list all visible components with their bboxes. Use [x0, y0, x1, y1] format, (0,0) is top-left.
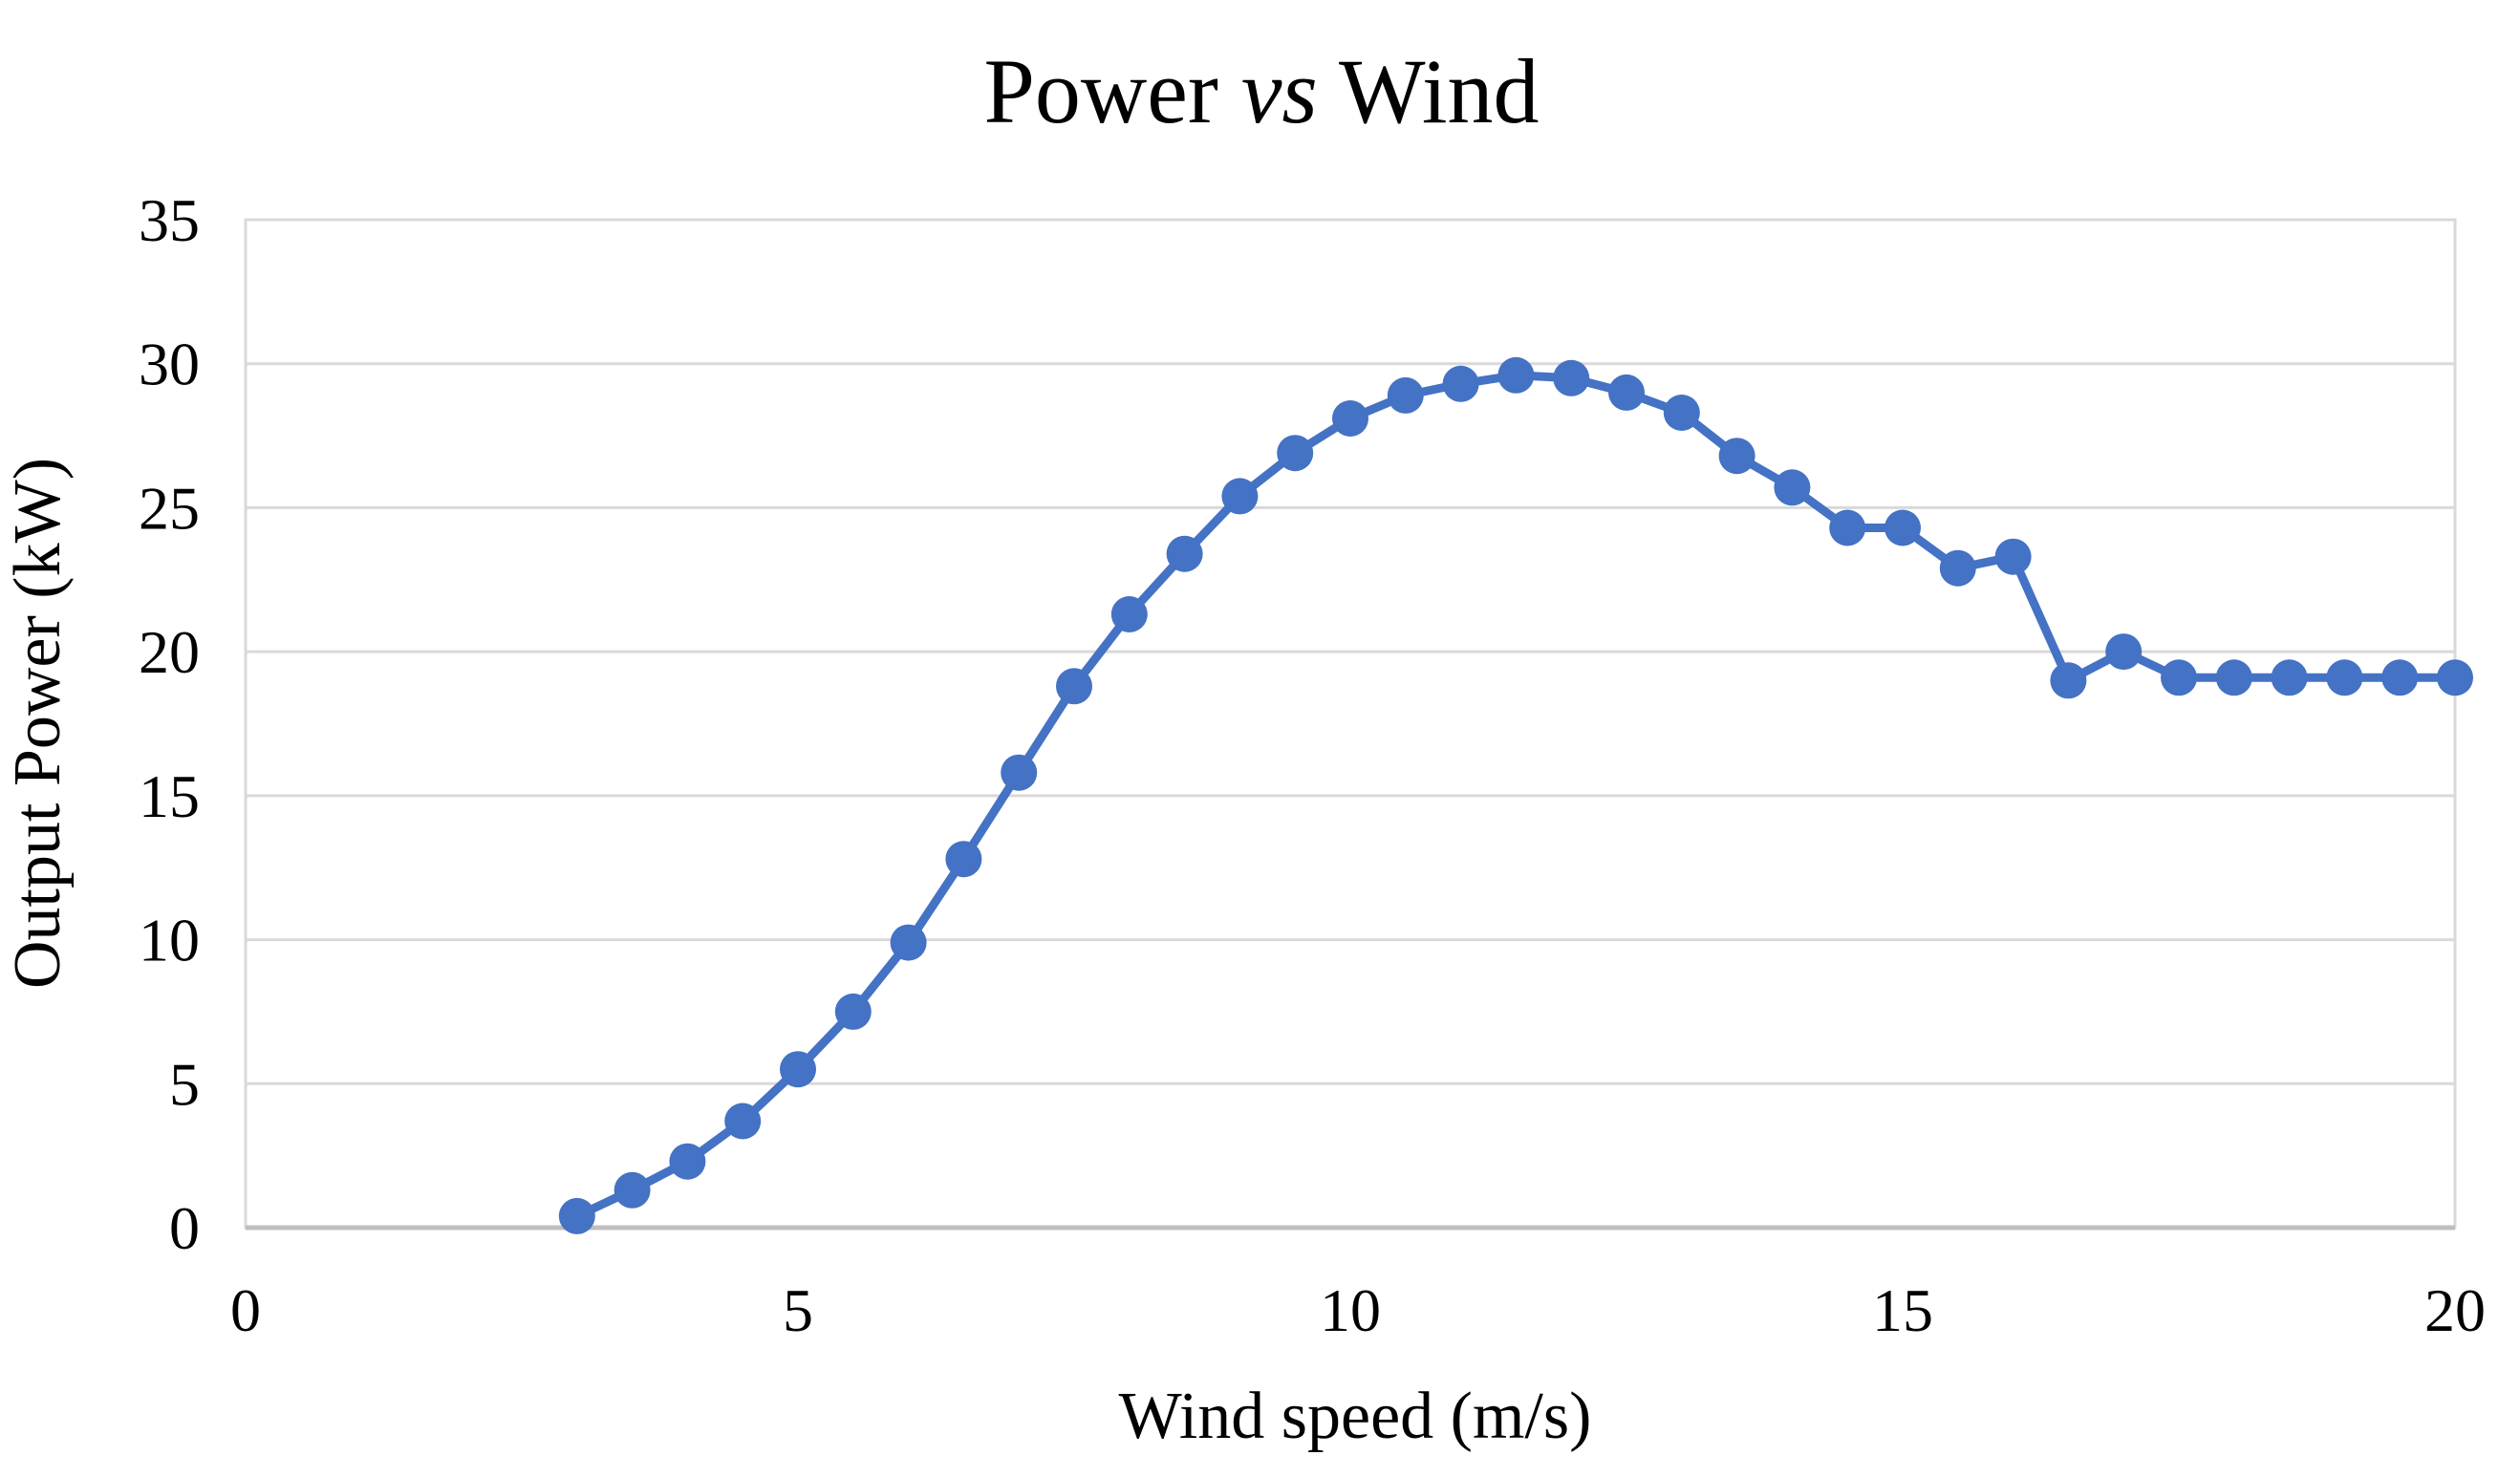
chart-title: Power vs Wind	[984, 40, 1540, 142]
y-tick-label-5: 5	[169, 1050, 200, 1118]
data-point-marker	[1663, 395, 1700, 431]
data-point-marker	[1829, 509, 1866, 546]
data-point-marker	[1718, 438, 1755, 475]
data-point-marker	[1277, 435, 1314, 472]
data-point-marker	[2271, 659, 2308, 696]
data-point-marker	[945, 841, 982, 878]
y-tick-label-0: 0	[169, 1194, 200, 1262]
data-point-marker	[1608, 374, 1645, 411]
x-axis-tick-labels: 0 5 10 15 20	[230, 1276, 2486, 1344]
data-point-marker	[669, 1143, 706, 1180]
data-point-marker	[1885, 509, 1921, 546]
y-tick-label-15: 15	[139, 762, 200, 830]
data-point-marker	[2381, 659, 2419, 696]
data-point-marker	[2161, 659, 2197, 696]
x-axis-title: Wind speed (m/s)	[1119, 1380, 1592, 1453]
data-point-marker	[2326, 659, 2363, 696]
y-axis-tick-labels: 0 5 10 15 20 25 30 35	[139, 186, 200, 1262]
data-point-marker	[1553, 359, 1590, 396]
data-point-marker	[1774, 469, 1811, 506]
data-point-marker	[834, 993, 872, 1030]
x-tick-label-15: 15	[1872, 1276, 1933, 1344]
y-tick-label-35: 35	[139, 186, 200, 254]
data-point-marker	[1994, 538, 2032, 575]
data-point-marker	[1110, 596, 1148, 632]
data-point-marker	[1939, 549, 1976, 587]
x-tick-label-10: 10	[1320, 1276, 1381, 1344]
data-point-marker	[1497, 356, 1535, 394]
power-series	[558, 356, 2473, 1234]
data-point-marker	[1387, 376, 1424, 414]
data-point-marker	[890, 924, 927, 961]
data-point-marker	[558, 1197, 595, 1234]
x-tick-label-20: 20	[2424, 1276, 2486, 1344]
data-point-marker	[1166, 535, 1203, 572]
chart-title-suffix: Wind	[1318, 40, 1540, 142]
x-tick-label-5: 5	[783, 1276, 813, 1344]
y-axis-title: Output Power (kW)	[1, 458, 75, 989]
data-point-marker	[724, 1102, 762, 1140]
y-tick-label-30: 30	[139, 331, 200, 398]
data-point-marker	[780, 1051, 816, 1088]
data-point-marker	[614, 1171, 651, 1209]
y-tick-label-25: 25	[139, 474, 200, 542]
chart-title-prefix: Power	[984, 40, 1241, 142]
data-point-marker	[2215, 659, 2252, 696]
chart-title-italic: vs	[1241, 40, 1318, 142]
plot-area-border	[244, 218, 2457, 1230]
y-tick-label-10: 10	[139, 907, 200, 974]
data-point-marker	[1001, 754, 1038, 791]
data-point-marker	[1221, 478, 1259, 515]
data-point-marker	[2437, 659, 2473, 696]
data-point-marker	[1056, 668, 1092, 705]
y-tick-label-20: 20	[139, 618, 200, 686]
data-point-marker	[1332, 400, 1368, 437]
gridlines	[246, 218, 2455, 1085]
data-point-marker	[2105, 633, 2143, 671]
x-tick-label-0: 0	[230, 1276, 261, 1344]
data-point-marker	[1442, 365, 1479, 402]
data-point-marker	[2050, 662, 2087, 699]
